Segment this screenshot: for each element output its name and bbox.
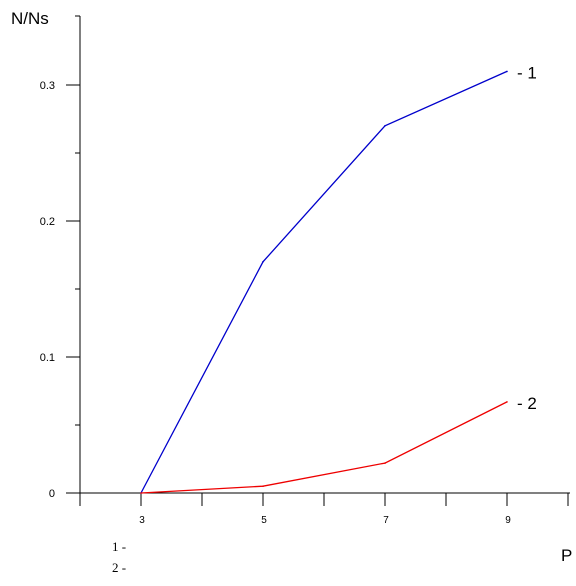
series-line-1 <box>140 70 508 494</box>
x-tick-label: 9 <box>505 515 511 526</box>
series-1-point <box>384 125 386 127</box>
series-line-2 <box>140 401 508 494</box>
tick-labels: 3 5 7 9 0 0.1 0.2 0.3 <box>40 80 512 526</box>
series-2-point <box>384 462 386 464</box>
x-axis-title: P <box>561 546 572 565</box>
series-1-point <box>506 70 508 73</box>
y-tick-label: 0 <box>49 488 55 500</box>
series-2-point <box>262 485 264 488</box>
series-2-point <box>140 492 142 494</box>
x-tick-label: 5 <box>261 515 267 526</box>
x-tick-label: 3 <box>139 515 145 526</box>
y-tick-label: 0.2 <box>40 216 55 228</box>
y-tick-label: 0.3 <box>40 80 55 92</box>
y-axis-title: N/Ns <box>11 9 49 28</box>
x-tick-label: 7 <box>383 515 389 526</box>
series-lines <box>140 70 508 494</box>
legend-line-1: 1 - <box>112 539 127 554</box>
series-2-point <box>506 401 508 403</box>
series-1-point <box>262 261 264 263</box>
ticks <box>66 15 569 506</box>
series-labels: - 1 - 2 <box>517 63 537 412</box>
axes <box>79 16 570 494</box>
y-tick-label: 0.1 <box>40 352 55 364</box>
series-label-1: - 1 <box>517 63 537 82</box>
legend-line-2: 2 - <box>112 560 127 575</box>
series-label-2: - 2 <box>517 394 537 413</box>
